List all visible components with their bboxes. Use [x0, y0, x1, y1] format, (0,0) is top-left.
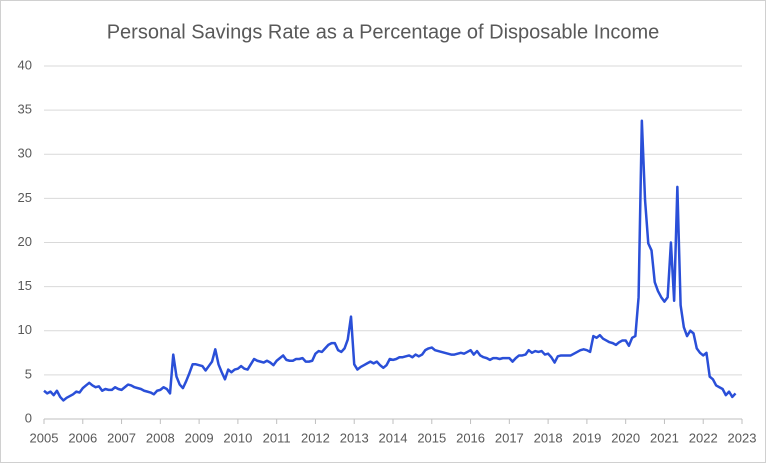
- chart-title: Personal Savings Rate as a Percentage of…: [107, 21, 660, 43]
- y-tick-label: 0: [25, 410, 32, 425]
- y-tick-label: 10: [18, 322, 32, 337]
- x-tick-label: 2005: [30, 430, 59, 445]
- x-tick-label: 2017: [495, 430, 524, 445]
- y-tick-label: 35: [18, 102, 32, 117]
- data-line: [43, 119, 737, 402]
- x-tick-label: 2010: [223, 430, 252, 445]
- x-tick-label: 2008: [146, 430, 175, 445]
- y-tick-label: 5: [25, 366, 32, 381]
- x-tick-label: 2009: [185, 430, 214, 445]
- x-tick-label: 2012: [301, 430, 330, 445]
- x-tick-label: 2014: [379, 430, 408, 445]
- x-tick-label: 2022: [689, 430, 718, 445]
- x-tick-label: 2015: [417, 430, 446, 445]
- y-tick-label: 15: [18, 278, 32, 293]
- y-tick-label: 30: [18, 146, 32, 161]
- x-tick-label: 2007: [107, 430, 136, 445]
- x-tick-label: 2011: [263, 430, 291, 445]
- x-tick-label: 2016: [456, 430, 485, 445]
- x-tick-label: 2006: [68, 430, 97, 445]
- x-tick-label: 2020: [611, 430, 640, 445]
- x-tick-label: 2019: [572, 430, 601, 445]
- x-tick-label: 2023: [728, 430, 757, 445]
- y-tick-label: 40: [18, 57, 32, 72]
- y-tick-label: 25: [18, 190, 32, 205]
- y-tick-label: 20: [18, 234, 32, 249]
- x-tick-label: 2018: [534, 430, 563, 445]
- x-tick-label: 2013: [340, 430, 369, 445]
- x-tick-label: 2021: [650, 430, 679, 445]
